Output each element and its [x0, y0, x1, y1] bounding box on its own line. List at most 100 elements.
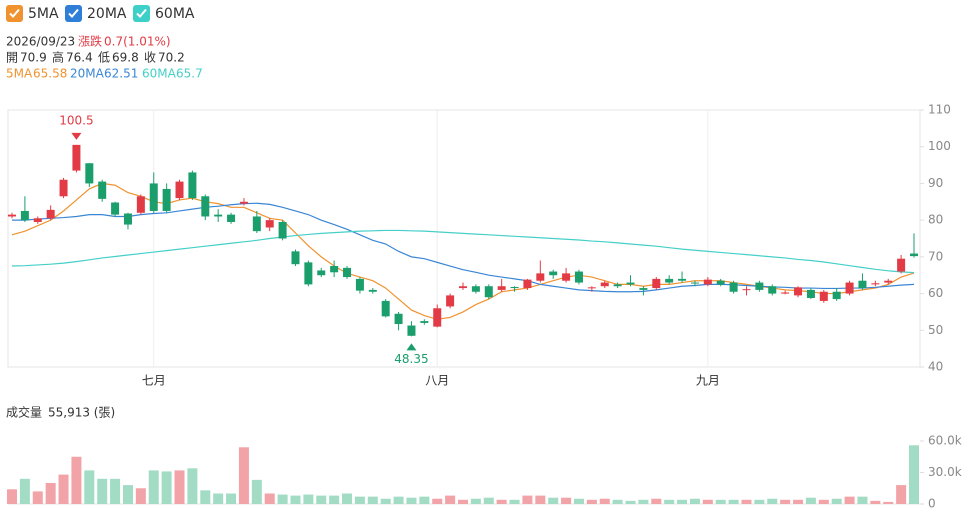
volume-bar [303, 494, 314, 504]
candle-body [252, 216, 261, 232]
candle-body [278, 221, 287, 239]
y-tick-label: 90 [928, 176, 943, 190]
candle-body [46, 209, 55, 219]
candle-body [729, 282, 738, 292]
legend-label[interactable]: 60MA [155, 6, 195, 22]
volume-bar [728, 499, 739, 504]
candle-body [317, 270, 326, 276]
volume-bar [805, 497, 816, 504]
volume-bar [612, 499, 623, 504]
volume-bar [715, 499, 726, 504]
volume-bar [870, 500, 881, 504]
candle-body [742, 289, 751, 291]
candle-body [755, 282, 764, 290]
volume-bar [586, 499, 597, 504]
volume-bar [406, 497, 417, 504]
candle-body [523, 279, 532, 289]
x-tick-label: 七月 [142, 374, 166, 388]
ohlc-value: 70.9 [20, 51, 47, 65]
volume-bar [522, 495, 533, 504]
change-label: 漲跌 [78, 34, 102, 49]
ma-line [11, 229, 915, 274]
volume-bar [664, 499, 675, 504]
candle-body [652, 278, 661, 289]
volume-bar [161, 471, 172, 504]
candle-body [304, 262, 313, 285]
volume-bar [896, 485, 907, 504]
volume-bar [844, 496, 855, 504]
volume-bar [432, 498, 443, 504]
candle-body [59, 179, 68, 197]
volume-bar [818, 499, 829, 504]
volume-bar [7, 489, 17, 504]
candle-body [549, 271, 558, 276]
check-icon [136, 8, 147, 18]
volume-bar [445, 495, 456, 504]
y-tick-label: 0 [928, 497, 936, 511]
volume-bar [702, 499, 713, 504]
candle-body [832, 291, 841, 300]
volume-bar [419, 496, 430, 504]
date: 2026/09/23 [6, 35, 75, 49]
candle-body [600, 282, 609, 287]
candle-body [420, 321, 429, 323]
candle-body [446, 295, 455, 307]
volume-bar [200, 490, 211, 504]
volume-bar [625, 500, 636, 504]
volume-bar [45, 483, 56, 504]
legend-label[interactable]: 5MA [28, 6, 59, 22]
ohlc-value: 69.8 [112, 51, 139, 65]
candle-body [626, 282, 635, 285]
change-value: 0.7(1.01%) [104, 35, 171, 49]
legend-label[interactable]: 20MA [87, 6, 127, 22]
check-icon [68, 8, 79, 18]
candle-body [471, 286, 480, 292]
volume-bar [342, 493, 353, 504]
candle-body [459, 286, 467, 289]
candle-body [587, 287, 596, 289]
y-tick-label: 100 [928, 139, 951, 153]
volume-bar [277, 494, 288, 504]
volume-bar [380, 498, 391, 504]
candle-body [368, 289, 377, 292]
candle-body [239, 201, 248, 204]
candle-body [562, 273, 571, 281]
volume-bar [883, 501, 894, 504]
volume-bar [19, 478, 30, 504]
volume-bar [71, 456, 82, 504]
candle-body [910, 253, 918, 257]
candle-body [33, 218, 42, 222]
candle-body [123, 213, 132, 225]
candle-body [510, 286, 519, 289]
ma-line [12, 202, 915, 293]
candle-body [884, 280, 893, 283]
volume-bar [509, 499, 520, 504]
plot-frame [7, 109, 921, 368]
volume-bar [226, 493, 237, 504]
volume-bar [561, 497, 572, 504]
candle-body [433, 308, 442, 327]
volume-bar [264, 493, 275, 504]
volume-bar [148, 470, 159, 504]
volume-bar [741, 499, 752, 504]
candle-body [175, 181, 184, 199]
volume-bar [213, 493, 224, 504]
volume-bar [689, 498, 700, 504]
candle-body [690, 282, 699, 284]
candle-body [781, 292, 790, 294]
volume-bar [97, 478, 108, 504]
ma-value: 65.7 [176, 67, 203, 81]
check-icon [9, 8, 20, 18]
candle-body [871, 283, 880, 285]
volume-bar [793, 499, 804, 504]
volume-bar [187, 468, 198, 504]
candle-body [794, 287, 803, 296]
candle-body [98, 181, 107, 199]
candle-body [819, 291, 828, 301]
ohlc-label: 開 [6, 51, 18, 65]
candle-body [678, 278, 687, 281]
volume-bar [135, 488, 146, 504]
volume-bar [767, 498, 778, 504]
y-tick-label: 70 [928, 249, 943, 263]
candle-body [343, 267, 352, 278]
